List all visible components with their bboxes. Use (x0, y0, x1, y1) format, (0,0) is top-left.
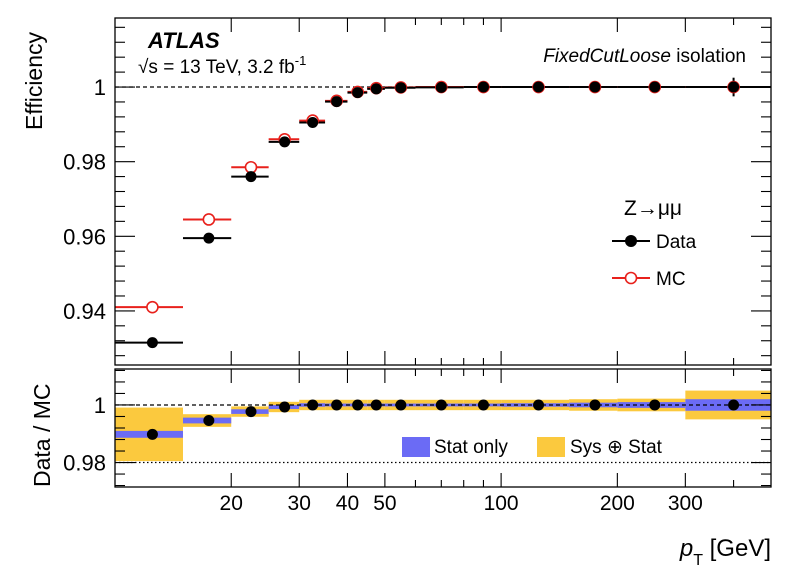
legend-sys-swatch (537, 437, 565, 457)
ratio-point-4 (307, 399, 319, 411)
ratio-point-2 (245, 406, 257, 418)
data-point-2 (245, 171, 257, 183)
efficiency-ytick-label-3: 1 (94, 75, 106, 100)
isolation-label-italic: FixedCutLoose (543, 46, 671, 67)
data-point-14 (728, 81, 740, 93)
ratio-ytick-label-1: 1 (94, 393, 106, 418)
ratio-point-3 (279, 401, 291, 413)
ratio-ylabel: Data / MC (29, 383, 55, 487)
axes: 20 30 40 50 100 200 300 0.94 0.96 0.98 1 0.98 1 (63, 17, 772, 515)
mc-point-1 (202, 213, 216, 226)
ratio-point-14 (728, 399, 740, 411)
legend-title: Z→μμ (624, 197, 682, 220)
x-tick-label-20: 20 (220, 492, 243, 515)
data-point-5 (331, 96, 343, 108)
energy-label: √s = 13 TeV, 3.2 fb-1 (138, 53, 306, 78)
ratio-point-8 (395, 399, 407, 411)
data-point-4 (307, 116, 319, 128)
mc-point-0 (146, 300, 159, 314)
data-point-7 (370, 83, 382, 95)
data-point-12 (589, 81, 601, 93)
legend-data-marker (625, 235, 637, 247)
x-tick-label-50: 50 (373, 492, 396, 515)
isolation-label: FixedCutLoose isolation (543, 46, 746, 67)
legend-sys-label: Sys ⊕ Stat (570, 437, 663, 458)
x-axis-label: pT [GeV] (679, 535, 771, 569)
isolation-label-text: isolation (671, 46, 746, 67)
ratio-point-11 (533, 399, 545, 411)
atlas-label: ATLAS (147, 28, 220, 53)
ratio-point-0 (146, 428, 158, 440)
legend-stat-label: Stat only (434, 437, 508, 458)
energy-label-text: = 13 TeV, 3.2 fb (158, 57, 295, 78)
data-point-1 (203, 232, 215, 244)
data-marks (115, 77, 771, 440)
data-point-9 (435, 81, 447, 93)
energy-label-sqrt: √s (138, 57, 158, 78)
data-point-11 (533, 81, 545, 93)
ratio-point-10 (477, 399, 489, 411)
ratio-point-6 (352, 399, 364, 411)
efficiency-ylabel: Efficiency (21, 31, 47, 130)
legend-stat-swatch (402, 437, 430, 457)
x-axis-label-sub: T (693, 552, 703, 569)
efficiency-ytick-label-2: 0.98 (63, 150, 106, 175)
data-point-6 (352, 87, 364, 99)
efficiency-ytick-label-1: 0.96 (63, 224, 106, 249)
x-axis-label-p: p (679, 535, 693, 562)
x-axis-label-unit: [GeV] (703, 535, 771, 562)
legend-mc-marker (624, 271, 638, 285)
ratio-point-5 (331, 399, 343, 411)
legend-data-label: Data (656, 232, 697, 253)
ratio-point-9 (435, 399, 447, 411)
x-tick-label-300: 300 (668, 492, 703, 515)
ratio-point-7 (370, 399, 382, 411)
x-tick-label-100: 100 (484, 492, 519, 515)
x-tick-label-40: 40 (336, 492, 359, 515)
data-point-13 (649, 81, 661, 93)
x-tick-label-200: 200 (600, 492, 635, 515)
legend-mc-label: MC (656, 269, 686, 290)
data-point-0 (146, 337, 158, 349)
efficiency-ytick-label-0: 0.94 (63, 299, 106, 324)
ratio-frame (114, 368, 772, 488)
energy-label-sup: -1 (295, 53, 307, 68)
data-point-10 (477, 81, 489, 93)
data-point-8 (395, 82, 407, 94)
ratio-point-12 (589, 399, 601, 411)
ratio-point-13 (649, 399, 661, 411)
x-tick-label-30: 30 (288, 492, 311, 515)
ratio-point-1 (203, 415, 215, 427)
ratio-ytick-label-0: 0.98 (63, 451, 106, 476)
data-point-3 (279, 136, 291, 148)
